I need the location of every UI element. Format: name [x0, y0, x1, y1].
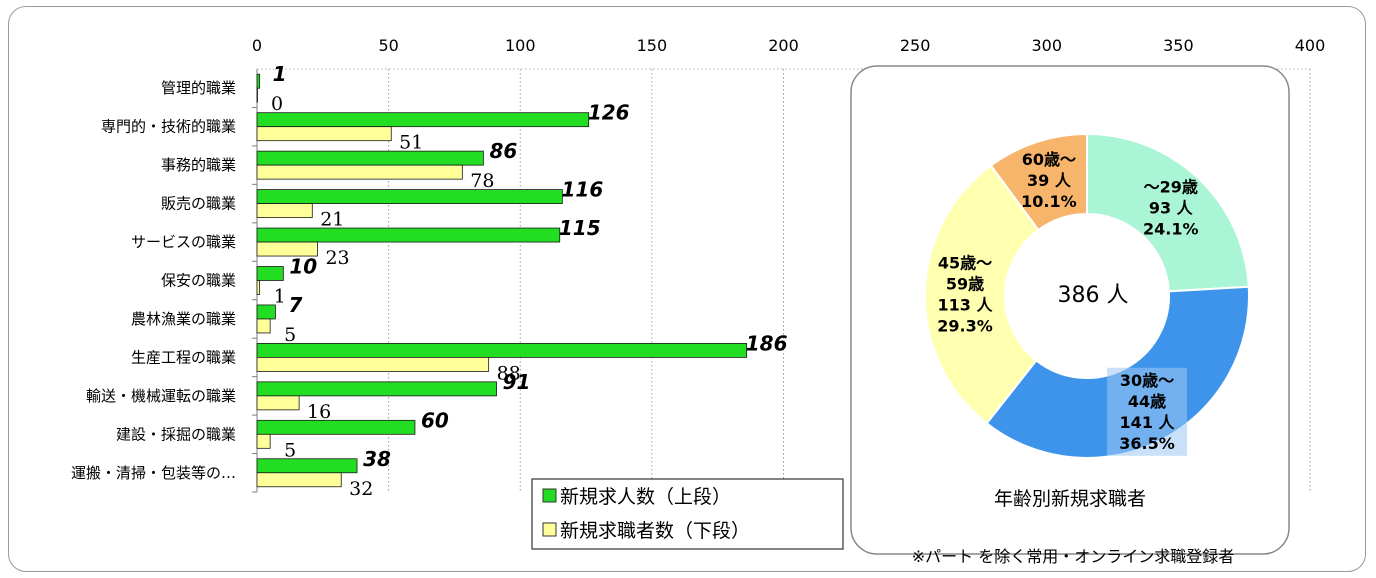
bar-seekers	[256, 433, 271, 449]
legend-box	[531, 478, 844, 550]
category-labels: 管理的職業専門的・技術的職業事務的職業販売の職業サービスの職業保安の職業農林漁業…	[71, 79, 236, 482]
slice-label: 10.1%	[1021, 192, 1077, 211]
x-tick-label: 100	[505, 36, 536, 55]
value-label-seekers: 32	[349, 478, 373, 500]
slice-label: 24.1%	[1143, 219, 1199, 238]
legend-label-seekers: 新規求職者数（下段）	[560, 520, 750, 542]
value-label-seekers: 51	[399, 132, 423, 154]
x-tick-label: 300	[1031, 36, 1062, 55]
bar-jobs	[256, 343, 748, 358]
slice-60-plus	[989, 132, 1088, 232]
value-label-seekers: 5	[284, 324, 296, 346]
category-label: 事務的職業	[161, 156, 236, 174]
bar-seekers	[256, 395, 300, 411]
bar-seekers	[256, 241, 318, 257]
x-tick-label: 250	[900, 36, 931, 55]
value-label-seekers: 16	[307, 401, 331, 423]
slice-label: 59歳	[946, 275, 984, 294]
x-tick-label: 50	[378, 36, 398, 55]
legend-swatch-jobs	[542, 488, 557, 503]
x-tick-label: 350	[1163, 36, 1194, 55]
bar-jobs	[256, 419, 416, 435]
slice-label: 45歳～	[938, 254, 992, 273]
bar-seekers	[256, 164, 463, 180]
slice-label-bg	[1107, 367, 1188, 456]
legend-label-jobs: 新規求人数（上段）	[560, 486, 731, 508]
category-label: 販売の職業	[161, 195, 236, 213]
value-label-jobs: 38	[363, 447, 391, 471]
value-label-seekers: 1	[274, 286, 286, 308]
value-label-seekers: 21	[320, 209, 344, 231]
slice-label: 93 人	[1149, 198, 1194, 217]
value-label-jobs: 116	[561, 178, 603, 202]
category-label: 生産工程の職業	[131, 348, 236, 366]
bar-jobs	[256, 150, 484, 166]
slice-label: 113 人	[938, 296, 994, 315]
category-label: 輸送・機械運転の職業	[86, 387, 236, 405]
slice-label: 30歳～	[1120, 371, 1174, 390]
slice-label: 60歳～	[1022, 150, 1076, 169]
category-label: 専門的・技術的職業	[101, 118, 236, 136]
category-label: 運搬・清掃・包装等の…	[71, 464, 236, 482]
bar-jobs	[256, 73, 261, 89]
bar-jobs	[256, 227, 561, 243]
value-label-jobs: 115	[559, 216, 601, 240]
bar-jobs	[256, 266, 284, 281]
bar-seekers	[256, 126, 392, 142]
donut-title: 年齢別新規求職者	[994, 488, 1146, 510]
donut-labels: ～29歳 93 人 24.1% 30歳～ 44歳 141 人 36.5% 45歳～ 59歳 113…	[937, 150, 1199, 456]
bar-seekers	[256, 203, 313, 218]
legend: 新規求人数（上段） 新規求職者数（下段）	[531, 478, 844, 550]
value-label-seekers: 78	[470, 170, 494, 192]
x-axis-ticks: 0 50 100 150 200 250 300 350 400	[252, 36, 1325, 55]
value-label-jobs: 10	[289, 255, 317, 279]
bar-seekers	[256, 318, 271, 334]
footnote: ※パート を除く常用・オンライン求職登録者	[912, 547, 1235, 566]
slice-label: 29.3%	[937, 317, 993, 336]
x-tick-label: 200	[768, 36, 799, 55]
value-label-jobs: 126	[588, 101, 630, 125]
bar-jobs	[256, 458, 358, 474]
value-label-jobs: 7	[288, 293, 302, 317]
bar-seekers	[256, 280, 261, 295]
bar-jobs	[256, 112, 590, 128]
slice-label: 141 人	[1120, 413, 1176, 432]
value-label-jobs: 86	[489, 139, 517, 163]
bar-seekers	[256, 472, 342, 488]
value-label-jobs: 1	[273, 62, 287, 86]
bar-seekers	[256, 87, 258, 103]
slice-45-59	[924, 164, 1040, 425]
category-label: 管理的職業	[161, 79, 236, 97]
bar-jobs	[256, 381, 497, 397]
category-label: 農林漁業の職業	[131, 310, 236, 328]
category-label: 建設・採掘の職業	[116, 425, 236, 443]
category-label: 保安の職業	[161, 272, 236, 290]
slice-label: 39 人	[1027, 171, 1072, 190]
slice-label: 36.5%	[1119, 434, 1175, 453]
legend-swatch-seekers	[542, 522, 557, 537]
value-label-jobs: 91	[503, 370, 531, 394]
value-label-seekers: 0	[271, 93, 283, 115]
value-label-jobs: 186	[746, 331, 788, 355]
value-label-seekers: 5	[284, 439, 296, 461]
value-label-seekers: 23	[325, 247, 349, 269]
value-label-seekers: 88	[497, 362, 521, 384]
category-label: サービスの職業	[131, 233, 236, 251]
slice-under-29	[1086, 132, 1250, 293]
value-label-jobs: 60	[421, 408, 449, 432]
bar-jobs	[256, 189, 563, 204]
slice-label: ～29歳	[1144, 177, 1198, 196]
slice-label: 44歳	[1128, 392, 1166, 411]
bar-seekers	[256, 357, 490, 372]
bar-series	[256, 73, 748, 488]
x-tick-label: 0	[252, 36, 262, 55]
donut-center-label: 386 人	[1058, 283, 1129, 308]
x-tick-label: 150	[637, 36, 668, 55]
x-tick-label: 400	[1295, 36, 1326, 55]
